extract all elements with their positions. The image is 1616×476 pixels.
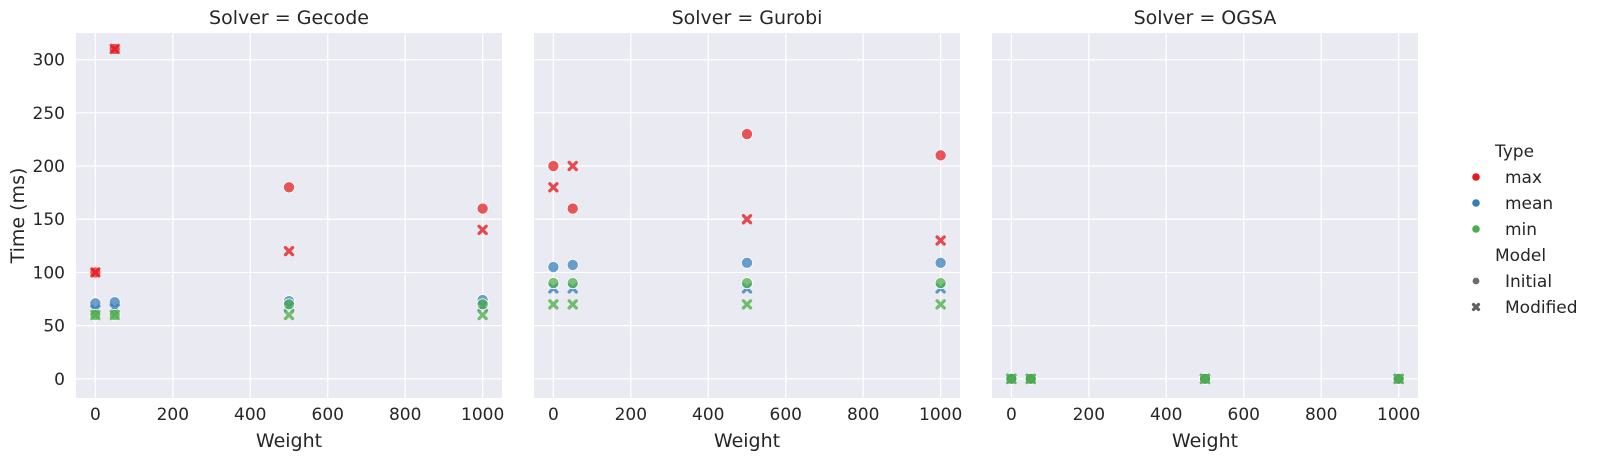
data-point-min-modified: [741, 299, 753, 310]
x-axis-label: Weight: [1172, 430, 1238, 452]
data-point-min-modified: [567, 299, 578, 310]
y-tick-label: 250: [33, 104, 65, 124]
y-axis-label: Time (ms): [7, 168, 29, 265]
panel-background: [76, 33, 502, 398]
y-tick-label: 50: [43, 317, 65, 337]
x-tick-label: 200: [1073, 405, 1105, 425]
x-tick-label: 400: [1150, 405, 1182, 425]
data-point-min-initial: [282, 298, 295, 311]
panel-background: [534, 33, 960, 398]
legend-marker-modified: [1471, 302, 1481, 312]
data-point-max-initial: [741, 128, 754, 141]
y-tick-label: 150: [33, 210, 65, 230]
legend-label-mean: mean: [1505, 194, 1553, 214]
data-point-max-modified: [90, 267, 101, 278]
data-point-max-modified: [567, 160, 578, 172]
facet-panel-1: 0 200 400 600 800 1000 Weight Solver = Gecode 0 5…: [7, 7, 504, 452]
x-tick-label: 400: [692, 405, 724, 425]
legend-label-initial: Initial: [1505, 272, 1552, 292]
x-tick-label: 1000: [461, 405, 504, 425]
data-point-max-modified: [741, 214, 753, 225]
data-point-mean-initial: [566, 258, 579, 271]
x-axis-label: Weight: [714, 430, 780, 452]
x-tick-label: 200: [615, 405, 647, 425]
data-point-max-modified: [935, 235, 946, 246]
legend-marker-min: [1472, 225, 1480, 233]
data-point-min-modified: [109, 309, 120, 321]
panel-title: Solver = OGSA: [1134, 7, 1277, 29]
y-tick-label: 0: [54, 370, 65, 390]
data-point-max-modified: [283, 245, 295, 257]
data-point-min-modified: [1006, 373, 1017, 385]
x-tick-label: 600: [1228, 405, 1260, 425]
panel-title: Solver = Gecode: [209, 7, 369, 29]
data-point-min-modified: [1199, 373, 1211, 385]
data-point-mean-initial: [741, 256, 754, 269]
data-point-min-modified: [548, 299, 559, 310]
legend-marker-initial: [1471, 276, 1481, 286]
data-point-max-initial: [282, 181, 295, 194]
data-point-max-modified: [109, 43, 120, 55]
legend-style-title: Model: [1495, 246, 1546, 266]
data-points: [89, 42, 489, 321]
legend-label-max: max: [1505, 168, 1542, 188]
data-point-min-modified: [477, 309, 488, 321]
x-tick-label: 1000: [1377, 405, 1420, 425]
data-point-min-modified: [90, 309, 101, 321]
x-tick-label: 800: [1305, 405, 1337, 425]
x-tick-label: 200: [157, 405, 189, 425]
data-point-min-modified: [1025, 373, 1036, 385]
legend-hue-title: Type: [1494, 142, 1534, 162]
x-tick-label: 800: [389, 405, 421, 425]
data-point-mean-initial: [547, 261, 560, 274]
x-tick-label: 800: [847, 405, 879, 425]
data-point-min-initial: [566, 277, 579, 290]
legend-marker-mean: [1472, 199, 1480, 207]
x-tick-label: 600: [770, 405, 802, 425]
x-tick-label: 0: [90, 405, 101, 425]
data-point-min-initial: [476, 298, 489, 311]
legend-label-min: min: [1505, 220, 1537, 240]
data-point-min-initial: [741, 277, 754, 290]
data-point-min-initial: [547, 277, 560, 290]
facet-panel-3: 0 200 400 600 800 1000 Weight Solver = OGSA: [992, 7, 1420, 452]
legend-marker-max: [1472, 173, 1480, 181]
data-point-max-modified: [477, 224, 488, 236]
data-point-mean-initial: [934, 256, 947, 269]
data-point-min-modified: [283, 309, 295, 321]
data-point-min-modified: [1393, 373, 1404, 385]
panel-title: Solver = Gurobi: [672, 7, 823, 29]
x-tick-label: 0: [548, 405, 559, 425]
chart-legend: Type max mean min Model Initial Modified: [1471, 142, 1578, 318]
x-tick-label: 400: [234, 405, 266, 425]
data-points: [547, 128, 947, 310]
data-point-max-initial: [476, 202, 489, 215]
y-tick-label: 300: [33, 51, 65, 71]
data-point-min-initial: [934, 277, 947, 290]
y-tick-label: 100: [33, 263, 65, 283]
data-point-max-modified: [548, 182, 559, 193]
x-tick-label: 600: [312, 405, 344, 425]
panel-background: [992, 33, 1418, 398]
data-point-min-modified: [935, 299, 946, 310]
data-point-max-initial: [934, 149, 947, 162]
x-tick-label: 1000: [919, 405, 962, 425]
x-tick-label: 0: [1006, 405, 1017, 425]
x-axis-label: Weight: [256, 430, 322, 452]
data-points: [1005, 372, 1405, 385]
legend-label-modified: Modified: [1505, 298, 1578, 318]
data-point-max-initial: [566, 202, 579, 215]
facet-panel-2: 0 200 400 600 800 1000 Weight Solver = Gurobi: [534, 7, 962, 452]
y-tick-label: 200: [33, 157, 65, 177]
data-point-max-initial: [547, 160, 560, 173]
